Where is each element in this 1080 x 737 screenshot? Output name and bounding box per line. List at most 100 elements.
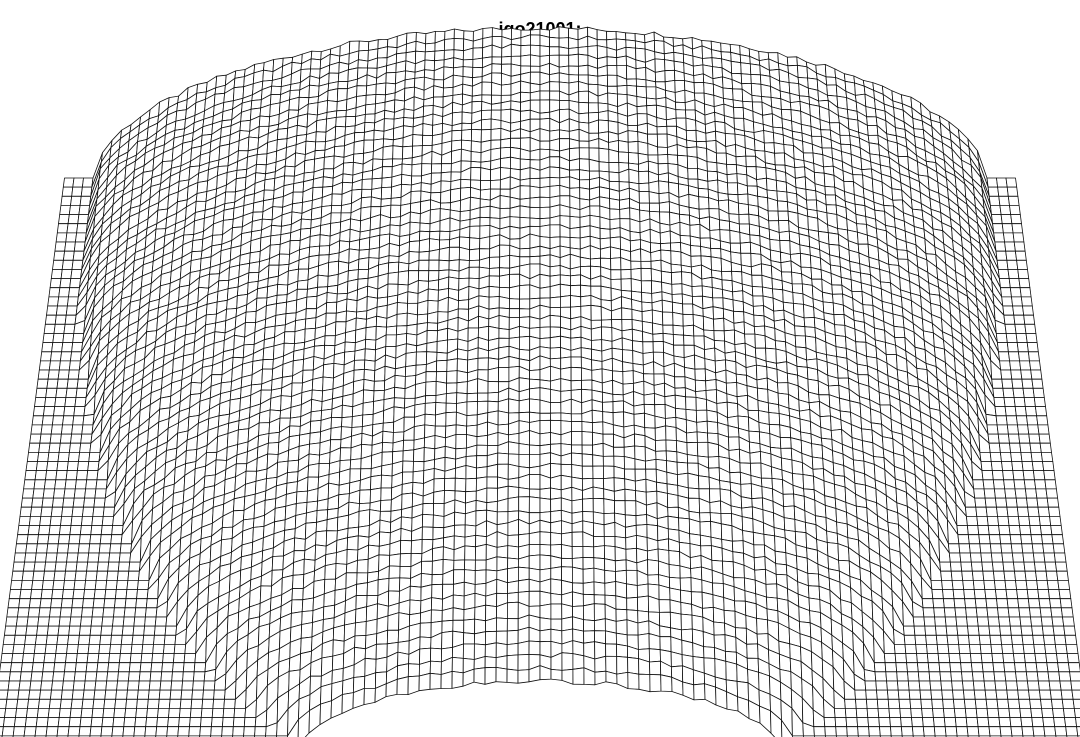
mesh-cell <box>61 589 75 600</box>
mesh-cell <box>609 198 621 210</box>
mesh-cell <box>732 88 744 102</box>
mesh-cell <box>596 29 608 41</box>
mesh-cell <box>362 389 375 404</box>
mesh-cell <box>793 158 805 169</box>
mesh-cell <box>726 163 738 176</box>
mesh-cell <box>1057 580 1070 590</box>
mesh-cell <box>726 401 739 419</box>
mesh-cell <box>993 570 1006 581</box>
mesh-cell <box>477 392 489 402</box>
mesh-cell <box>109 543 122 554</box>
mesh-cell <box>62 333 75 344</box>
mesh-cell <box>1029 360 1042 371</box>
mesh-cell <box>988 625 1001 636</box>
mesh-cell <box>49 433 62 444</box>
mesh-cell <box>529 316 541 329</box>
mesh-cell <box>707 170 719 182</box>
mesh-cell <box>335 116 347 128</box>
mesh-cell <box>390 204 402 219</box>
mesh-cell <box>685 419 698 434</box>
mesh-cell <box>581 431 593 446</box>
mesh-cell <box>122 616 136 627</box>
mesh-cell <box>939 561 952 572</box>
mesh-cell <box>831 284 843 295</box>
mesh-cell <box>88 451 101 462</box>
mesh-cell <box>800 252 812 268</box>
mesh-cell <box>89 534 102 545</box>
mesh-cell <box>539 412 551 421</box>
mesh-cell <box>418 238 431 253</box>
mesh-cell <box>5 616 18 627</box>
mesh-cell <box>262 345 275 361</box>
mesh-cell <box>1010 214 1022 225</box>
mesh-cell <box>427 279 440 291</box>
mesh-cell <box>1017 269 1030 280</box>
mesh-cell <box>1019 442 1032 453</box>
mesh-cell <box>732 99 744 109</box>
mesh-cell <box>997 607 1010 618</box>
mesh-cell <box>780 260 792 273</box>
mesh-cell <box>95 570 109 581</box>
mesh-cell <box>66 378 79 389</box>
mesh-cell <box>529 465 541 475</box>
mesh-cell <box>964 598 977 609</box>
mesh-cell <box>682 313 694 327</box>
mesh-cell <box>634 478 647 493</box>
mesh-cell <box>84 580 97 590</box>
mesh-cell <box>470 140 482 154</box>
mesh-cell <box>137 580 150 590</box>
mesh-cell <box>699 512 711 523</box>
mesh-cell <box>1001 378 1014 389</box>
mesh-cell <box>727 182 739 196</box>
mesh-cell <box>105 580 118 590</box>
mesh-cell <box>674 376 686 389</box>
mesh-cell <box>549 177 561 187</box>
mesh-cell <box>22 561 36 572</box>
mesh-cell <box>1024 570 1038 581</box>
mesh-cell <box>600 285 612 302</box>
mesh-cell <box>656 125 668 135</box>
mesh-cell <box>528 496 541 514</box>
mesh-cell <box>529 369 541 381</box>
mesh-cell <box>748 223 761 237</box>
mesh-cell <box>316 498 329 511</box>
mesh-cell <box>427 311 439 324</box>
mesh-cell <box>579 158 590 172</box>
mesh-cell <box>549 90 560 101</box>
mesh-cell <box>69 442 82 453</box>
mesh-cell <box>433 85 444 98</box>
mesh-cell <box>756 377 769 390</box>
mesh-cell <box>258 115 271 127</box>
mesh-cell <box>972 580 986 590</box>
mesh-cell <box>697 441 709 458</box>
mesh-cell <box>270 85 282 95</box>
mesh-cell <box>519 185 531 200</box>
mesh-cell <box>1039 607 1053 618</box>
mesh-cell <box>530 44 541 57</box>
mesh-cell <box>256 286 269 299</box>
mesh-cell <box>643 393 656 406</box>
mesh-cell <box>135 598 148 609</box>
mesh-cell <box>55 232 68 243</box>
mesh-cell <box>497 410 510 426</box>
mesh-cell <box>782 289 794 304</box>
mesh-cell <box>17 607 30 618</box>
mesh-cell <box>15 534 29 545</box>
mesh-cell <box>985 413 998 426</box>
mesh-cell <box>641 291 653 304</box>
mesh-cell <box>79 442 92 453</box>
mesh-cell <box>72 177 84 188</box>
mesh-cell <box>824 64 836 78</box>
mesh-cell <box>305 510 318 524</box>
mesh-cell <box>791 271 803 285</box>
mesh-cell <box>342 173 354 184</box>
mesh-cell <box>119 543 133 554</box>
mesh-cell <box>997 516 1010 526</box>
mesh-cell <box>488 267 501 277</box>
mesh-cell <box>1000 369 1013 380</box>
mesh-cell <box>90 525 103 536</box>
mesh-cell <box>287 459 300 474</box>
mesh-cell <box>529 148 541 161</box>
mesh-cell <box>488 296 500 310</box>
mesh-cell <box>29 506 43 517</box>
